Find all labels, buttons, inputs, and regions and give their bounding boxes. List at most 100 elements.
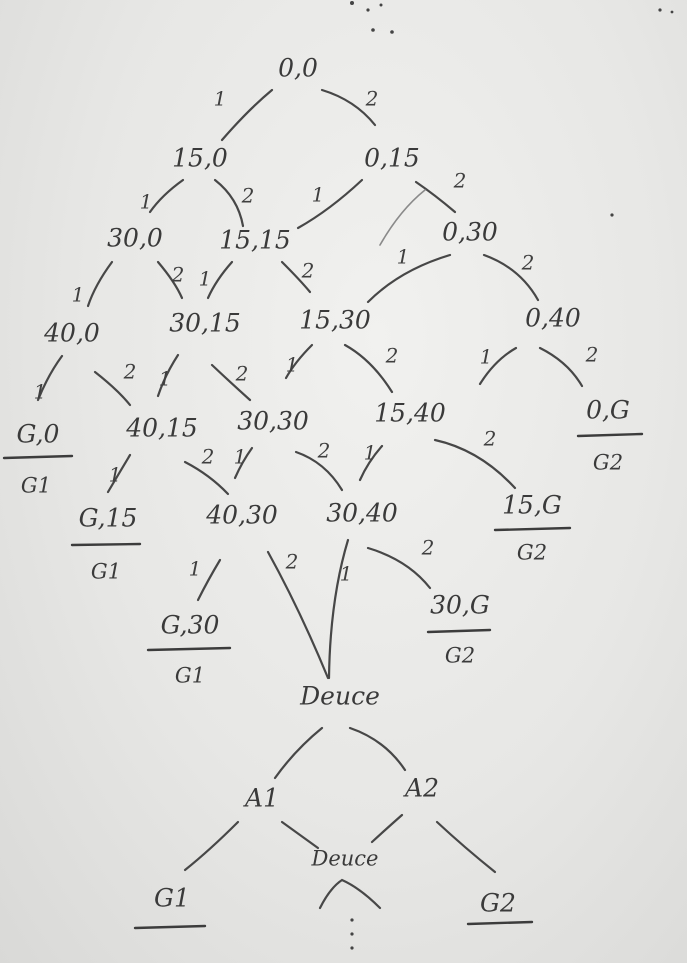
edge-label-030-1530: 1 [397,245,410,269]
edge-label-4030-G30: 1 [189,557,202,581]
edge-deuce-to-A1 [273,726,324,780]
edge-400-to-G0 [36,354,64,402]
edge-label-3040-deuce: 1 [340,562,353,586]
edge-label-3040-30G: 2 [421,536,435,560]
node-advantage-1: A1 [243,784,279,813]
node-15-G: 15,G [502,491,562,520]
winner-0-G: G2 [593,451,623,475]
edge-015-to-030 [414,180,457,214]
edge-150-to-1515 [213,178,245,228]
edge-A2-to-G2 [435,820,497,874]
edge-label-1540-3040: 1 [364,441,377,465]
edge-labels: 1 2 1 2 1 2 1 2 1 2 1 2 1 2 1 2 1 2 1 2 … [34,87,599,586]
faint-stroke [379,189,426,246]
node-0-15: 0,15 [364,144,420,173]
node-0-40: 0,40 [525,304,581,333]
node-40-30: 40,30 [205,501,278,530]
node-30-15: 30,15 [169,309,241,338]
edge-label-400-G0: 1 [34,380,47,404]
node-30-30: 30,30 [237,407,309,436]
edge-label-00-015: 2 [365,87,379,111]
edge-label-1515-1530: 2 [301,259,315,283]
edge-1515-to-1530 [280,260,312,294]
score-nodes: 0,0 15,0 0,15 30,0 15,15 0,30 40,0 30,15… [17,54,630,918]
edge-040-to-1540 [478,346,518,386]
node-0-30: 0,30 [442,218,498,247]
edge-A1-to-deuce-repeat [280,820,320,850]
edge-label-400-4015: 2 [123,360,137,384]
edge-1515-to-3015 [206,260,234,300]
edge-015-to-1515 [296,178,364,230]
edge-label-030-040: 2 [521,251,535,275]
edge-3040-to-deuce [327,538,350,680]
edge-4015-to-4030 [183,460,230,496]
edge-3030-to-4030 [233,446,254,480]
edge-label-300-400: 1 [72,283,85,307]
node-advantage-2: A2 [403,774,439,803]
edge-030-to-1530 [366,253,452,304]
edge-label-4030-deuce: 2 [285,550,299,574]
winner-G-30: G1 [175,664,205,688]
edge-label-150-1515: 2 [241,184,255,208]
edge-150-to-300 [148,178,185,214]
node-G-30: G,30 [161,611,220,640]
node-30-40: 30,40 [326,499,398,528]
edge-deuce-repeat-continue [318,878,382,910]
edge-label-1530-1540: 2 [385,344,399,368]
node-game-2: G2 [480,889,516,918]
edge-3030-to-3040 [294,450,344,492]
edge-1540-to-15G [433,438,517,490]
edge-300-to-3015 [156,260,184,300]
node-deuce: Deuce [299,682,380,711]
edge-4030-to-deuce [266,550,330,680]
winner-15-G: G2 [517,541,547,565]
edge-label-040-1540: 1 [480,345,493,369]
node-15-0: 15,0 [172,144,228,173]
edge-3015-to-3030 [210,363,252,402]
node-15-15: 15,15 [219,226,291,255]
edge-A1-to-G1 [183,820,240,872]
winner-G-0: G1 [21,474,51,498]
node-deuce-repeat: Deuce [311,847,379,871]
edge-040-to-0G [538,346,584,388]
edge-400-to-4015 [93,370,132,407]
edge-label-4015-G15: 1 [109,463,122,487]
node-15-40: 15,40 [374,399,446,428]
edge-4015-to-G15 [106,453,132,494]
edge-label-1540-15G: 2 [483,427,497,451]
edge-label-1530-3030: 1 [286,353,299,377]
edge-4030-to-G30 [196,558,222,602]
node-40-15: 40,15 [125,414,198,443]
stray-marks [350,1,674,950]
node-G-15: G,15 [79,504,138,533]
node-game-1: G1 [154,884,190,913]
tree-edges [36,88,584,910]
edge-00-to-015 [320,88,377,127]
edge-label-3030-4030: 1 [234,445,247,469]
edge-label-300-3015: 2 [171,263,185,287]
edge-A2-to-deuce-repeat [370,813,404,844]
winner-G-15: G1 [91,560,121,584]
edge-00-to-150 [220,88,274,142]
winner-labels: G1 G1 G1 G2 G2 G2 [21,451,623,688]
node-0-G: 0,G [586,396,630,425]
edge-label-00-150: 1 [214,87,227,111]
edge-deuce-to-A2 [348,726,407,772]
edge-label-3015-3030: 2 [235,362,249,386]
edge-label-015-1515: 1 [312,183,325,207]
edge-1530-to-1540 [343,343,394,394]
edge-300-to-400 [86,260,114,308]
node-40-0: 40,0 [43,319,100,348]
edge-label-1515-3015: 1 [199,267,212,291]
edge-label-3015-4015: 1 [159,367,172,391]
edge-label-150-300: 1 [140,190,153,214]
edge-1540-to-3040 [358,444,384,482]
winner-30-G: G2 [445,644,475,668]
node-0-0: 0,0 [278,54,318,83]
node-15-30: 15,30 [299,306,371,335]
edge-030-to-040 [482,253,540,302]
edge-label-040-0G: 2 [585,343,599,367]
edge-3015-to-4015 [156,353,180,398]
